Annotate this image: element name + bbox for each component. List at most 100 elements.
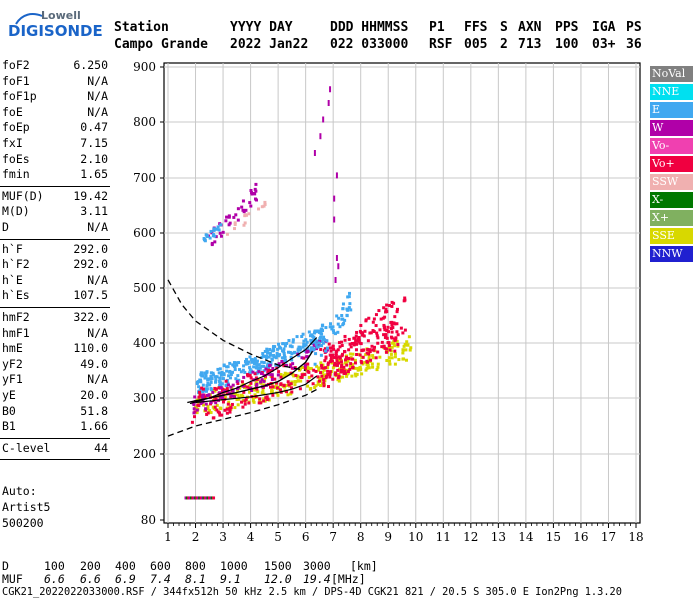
echo-point [397, 358, 401, 362]
echo-point [218, 406, 222, 410]
echo-point [233, 222, 237, 226]
echo-point [287, 339, 291, 343]
echo-point [247, 401, 251, 405]
echo-point [336, 376, 340, 380]
echo-point [262, 364, 266, 368]
echo-point [260, 391, 264, 395]
echo-point [347, 356, 351, 360]
echo-point [401, 331, 405, 335]
echo-point [330, 359, 334, 363]
echo-point [301, 366, 305, 370]
echo-point [346, 371, 350, 375]
echo-point [233, 227, 237, 231]
echo-point [329, 322, 333, 326]
param-row: hmF1 N/A [2, 326, 108, 342]
echo-point [316, 345, 320, 349]
echo-point [279, 375, 283, 379]
param-row: h`F2 292.0 [2, 257, 108, 273]
echo-point [233, 406, 237, 410]
x-tick-label: 14 [518, 530, 534, 544]
echo-point [374, 324, 378, 328]
echo-point [325, 348, 329, 352]
echo-point [220, 382, 224, 386]
echo-point [312, 331, 316, 335]
echo-point [310, 374, 314, 378]
echo-point [285, 341, 289, 345]
echo-point [322, 366, 326, 370]
echo-point [376, 341, 380, 345]
echo-point [385, 328, 389, 332]
digisonde-logo: Lowell DIGISONDE [8, 8, 104, 44]
echo-point [218, 376, 222, 380]
echo-point [330, 361, 334, 365]
echo-point [200, 386, 204, 390]
echo-point [327, 342, 331, 346]
echo-point [268, 385, 272, 389]
echo-point [265, 364, 269, 368]
echo-point [342, 349, 346, 353]
echo-point [217, 386, 221, 390]
hdr-ps-value: 36 [626, 37, 642, 52]
param-row: h`Es 107.5 [2, 288, 108, 304]
legend-item: Vo+ [650, 156, 693, 172]
echo-point [219, 234, 223, 238]
echo-point [280, 359, 284, 363]
echo-point [224, 379, 228, 383]
echo-point [288, 350, 292, 354]
echo-point [371, 356, 375, 360]
echo-point [242, 210, 246, 214]
param-name: yF2 [2, 356, 23, 371]
echo-point [388, 304, 392, 308]
echo-point [195, 411, 199, 415]
echo-point [404, 348, 408, 352]
echo-point [388, 362, 392, 366]
param-row: foF1p N/A [2, 89, 108, 105]
echo-point [370, 344, 374, 348]
echo-point [268, 353, 272, 357]
echo-point [329, 355, 333, 359]
echo-point [192, 403, 196, 407]
echo-point [335, 255, 338, 261]
echo-point [282, 347, 286, 351]
echo-point [289, 392, 293, 396]
echo-point [194, 406, 198, 410]
echo-point [386, 325, 390, 329]
echo-point [225, 387, 229, 391]
footer-muf-value: 6.6 [44, 572, 65, 586]
echo-point [253, 192, 257, 196]
param-value: 49.0 [80, 356, 108, 371]
echo-point [388, 359, 392, 363]
echo-point [326, 366, 330, 370]
legend-item: SSW [650, 174, 693, 190]
echo-point [303, 372, 307, 376]
echo-point [249, 204, 253, 208]
echo-point [327, 385, 331, 389]
echo-point [322, 116, 325, 123]
echo-point [309, 338, 313, 342]
echo-point [349, 362, 353, 366]
param-value: N/A [87, 372, 108, 387]
echo-point [340, 354, 344, 358]
echo-point [277, 362, 281, 366]
echo-point [371, 320, 375, 324]
echo-point [216, 367, 220, 371]
echo-point [195, 380, 199, 384]
echo-point [313, 386, 317, 390]
echo-point [274, 363, 278, 367]
echo-point [338, 376, 342, 380]
echo-point [240, 380, 244, 384]
echo-point [331, 329, 335, 333]
echo-point [360, 348, 364, 352]
echo-point [346, 370, 350, 374]
param-row: yF2 49.0 [2, 357, 108, 373]
auto-artist: Artist5 [2, 500, 51, 514]
param-name: M(D) [2, 204, 30, 219]
echo-point [201, 393, 205, 397]
echo-point [314, 369, 318, 373]
echo-point [248, 366, 252, 370]
echo-point [259, 401, 263, 405]
echo-point [351, 357, 355, 361]
echo-point [382, 323, 386, 327]
echo-point [386, 341, 390, 345]
echo-point [283, 358, 287, 362]
